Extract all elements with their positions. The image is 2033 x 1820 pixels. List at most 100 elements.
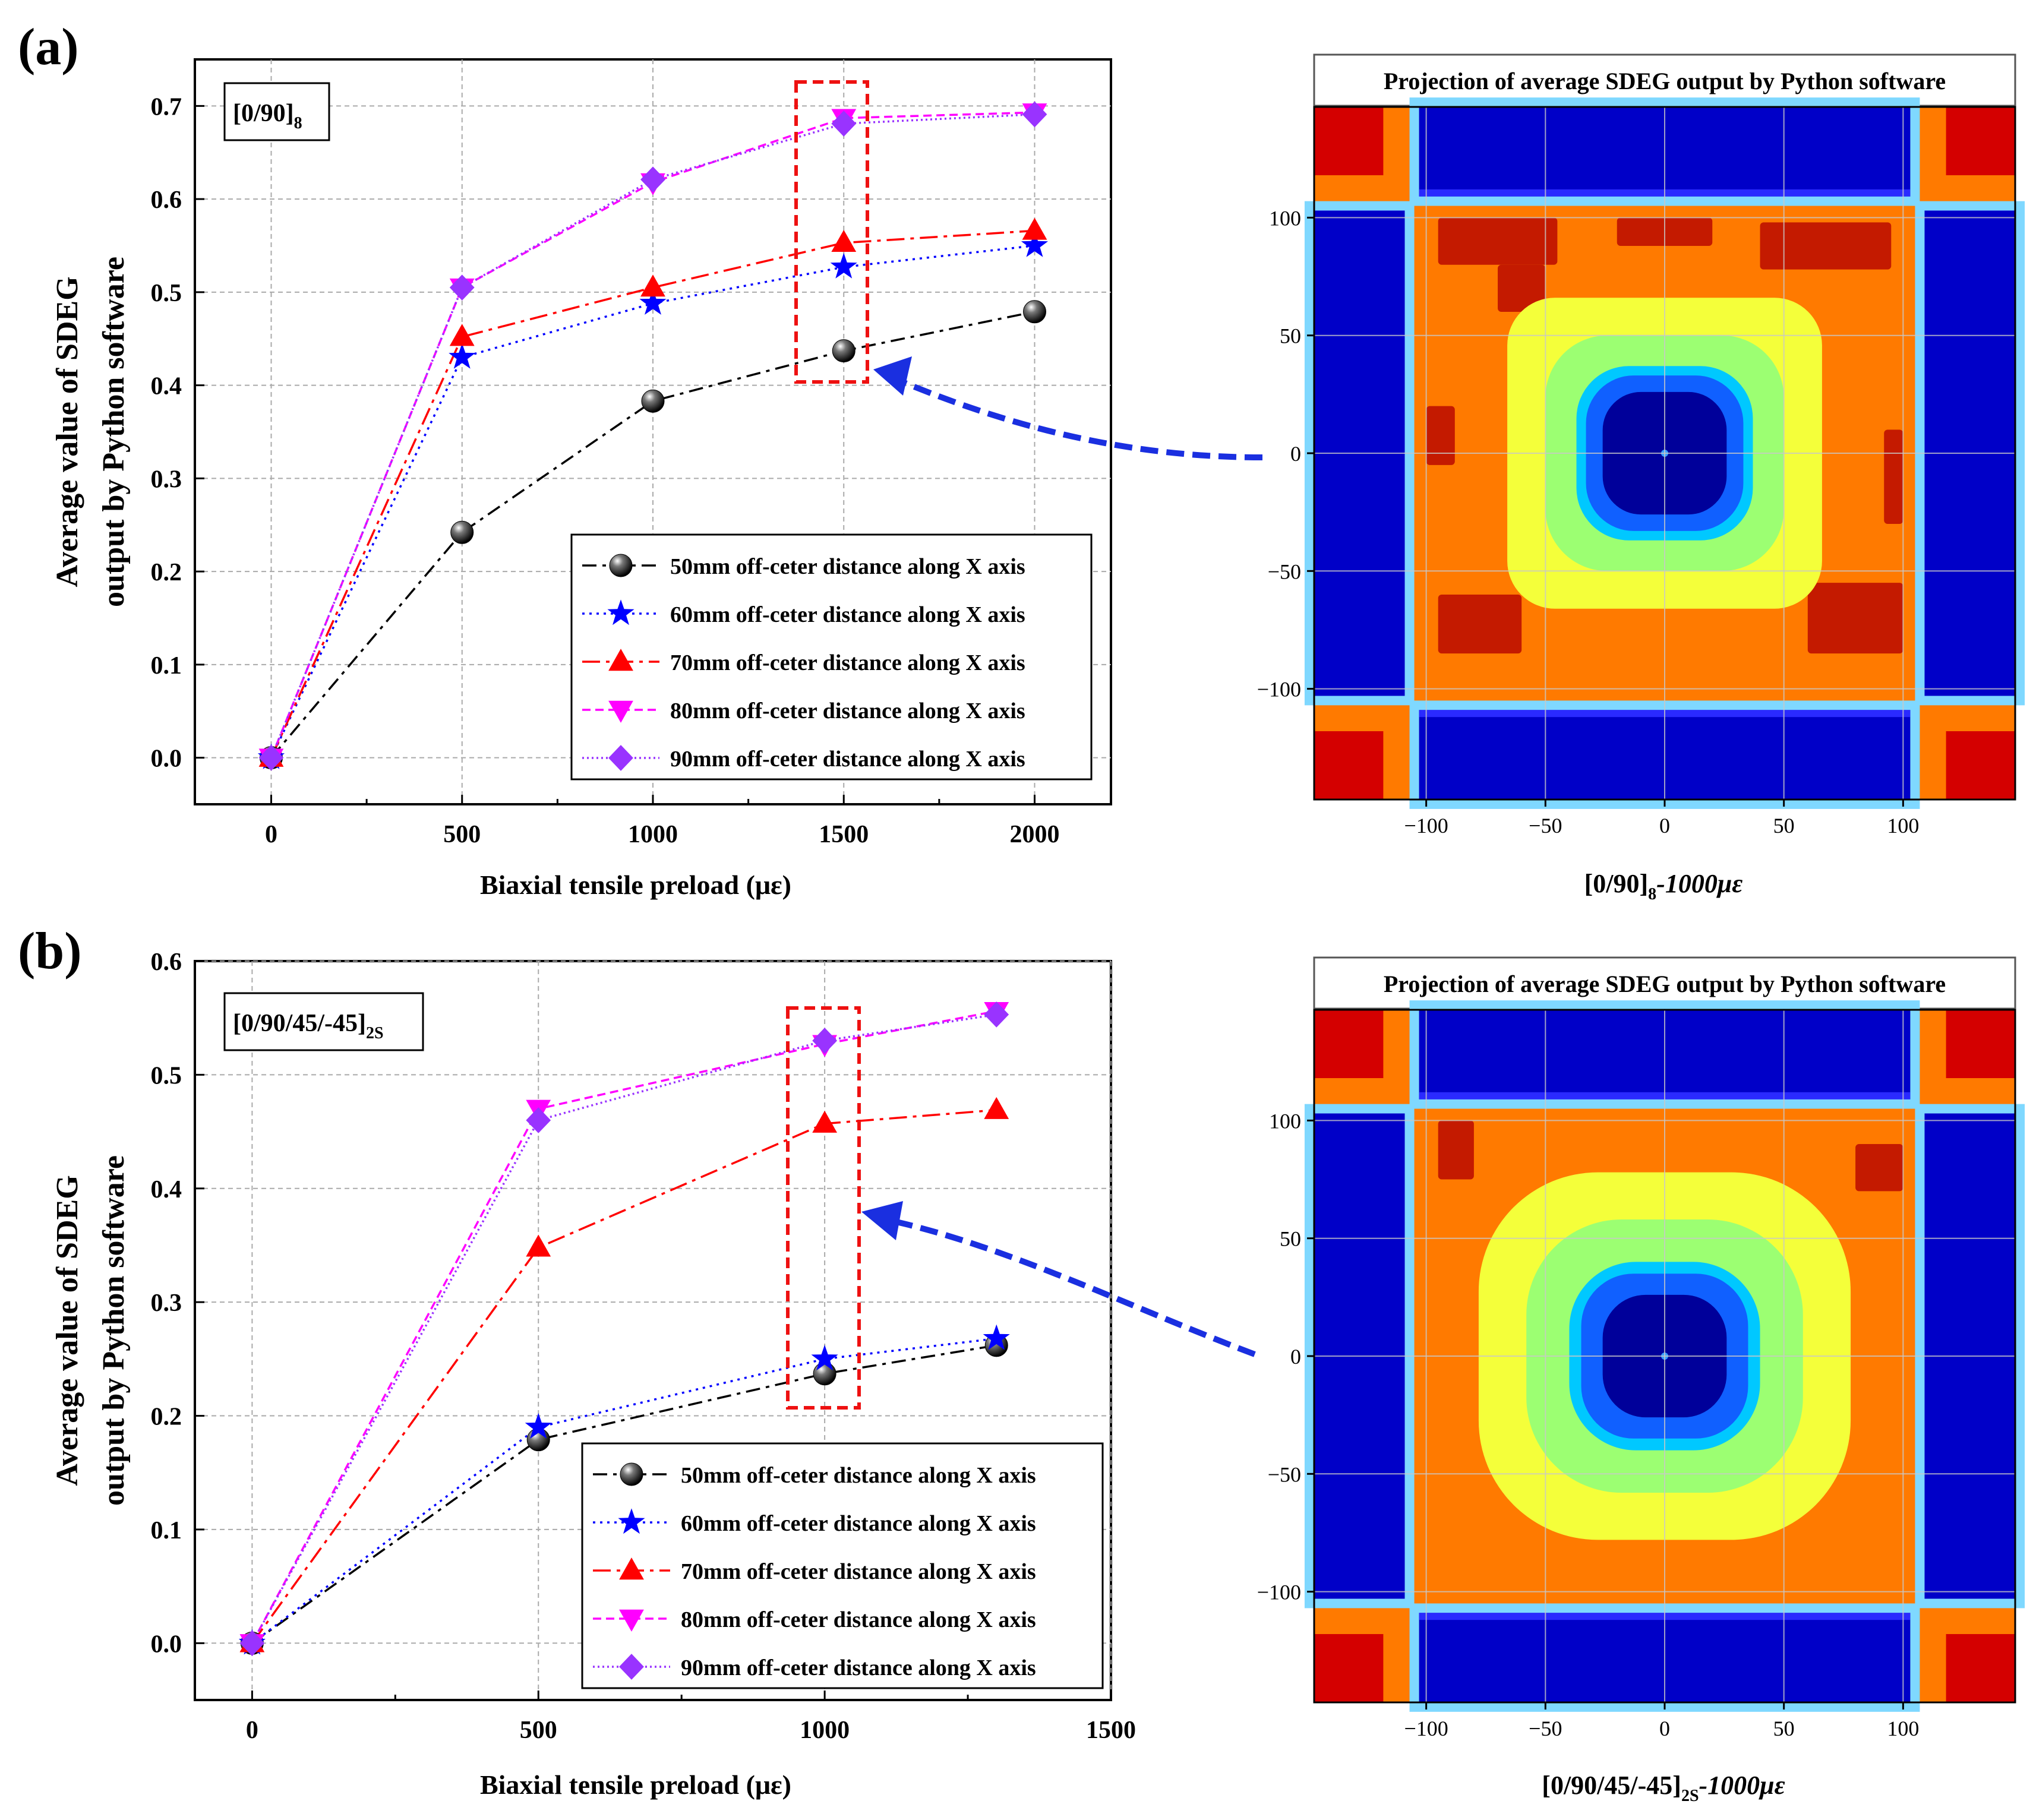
legend-entry-label: 90mm off-ceter distance along X axis [681, 1655, 1036, 1680]
y-tick-label: 0.5 [151, 280, 182, 307]
contour-y-tick-label: −100 [1257, 1581, 1301, 1604]
panel-b-label: (b) [18, 922, 82, 980]
legend-entry-label: 80mm off-ceter distance along X axis [670, 699, 1025, 723]
contour-dark-red-patch [1438, 1120, 1474, 1180]
panel-b-annotation-sub: 2S [366, 1024, 384, 1042]
panel-b-y-axis-label-line1: Average value of SDEG [50, 1175, 84, 1486]
panel-b-y-axis-label-line2: output by Python software [97, 1155, 131, 1506]
data-point-series-3 [831, 229, 857, 252]
y-tick-label: 0.5 [151, 1062, 182, 1089]
contour-x-tick-label: −50 [1529, 814, 1562, 838]
x-tick-label: 500 [520, 1717, 557, 1744]
panel-b-contour-field [1304, 1000, 2025, 1712]
panel-a-callout-arrowhead [873, 356, 912, 396]
legend-marker [619, 1654, 644, 1680]
data-point-series-3 [449, 324, 475, 346]
series-line-5 [270, 113, 1035, 759]
x-tick-label: 500 [443, 821, 481, 848]
panel-a-y-tick-labels: 0.0 0.1 0.2 0.3 0.4 0.5 0.6 0.7 [151, 93, 182, 772]
panel-b-annotation-text: [0/90/45/-45] [233, 1010, 366, 1037]
panel-a-callout-arrow [890, 374, 1263, 460]
data-point-series-2 [449, 343, 476, 369]
x-tick-label: 0 [265, 821, 277, 848]
x-tick-label: 1000 [800, 1717, 850, 1744]
panel-b-callout-arrow [890, 1218, 1256, 1357]
contour-y-tick-label: 50 [1280, 1227, 1301, 1251]
y-tick-label: 0.6 [151, 949, 182, 976]
contour-dark-red-patch [1498, 264, 1546, 312]
data-point-series-5 [526, 1107, 551, 1133]
contour-dark-red-patch [1438, 594, 1522, 654]
panel-a-x-axis-label: Biaxial tensile preload (με) [480, 870, 791, 900]
legend-entry-label: 70mm off-ceter distance along X axis [670, 650, 1025, 675]
panel-a-annotation-sub: 8 [294, 114, 302, 132]
y-tick-label: 0.6 [151, 187, 182, 214]
x-tick-label: 0 [246, 1717, 258, 1744]
panel-b-line-chart: 0.0 0.1 0.2 0.3 0.4 0.5 0.6 0 500 1000 1500 [0/90… [50, 949, 1136, 1800]
data-point-series-5 [812, 1028, 838, 1054]
panel-a-contour-map: Projection of average SDEG output by Pyt… [1257, 53, 2025, 903]
data-point-series-5 [1022, 101, 1047, 128]
x-tick-label: 1500 [1086, 1717, 1136, 1744]
contour-dark-red-patch [1884, 429, 1903, 524]
series-line-5 [251, 1013, 997, 1644]
panel-b-axis-ticks [195, 960, 1112, 1700]
contour-x-tick-label: 100 [1887, 814, 1919, 838]
data-point-series-2 [1021, 231, 1049, 257]
svg-text:[0/90]8: [0/90]8 [233, 100, 302, 132]
y-tick-label: 0.7 [151, 93, 182, 121]
data-point-series-3 [812, 1110, 838, 1133]
y-tick-label: 0.3 [151, 466, 182, 493]
legend-marker [618, 1508, 645, 1534]
contour-y-tick-label: 0 [1290, 442, 1301, 466]
panel-a-label: (a) [18, 18, 79, 76]
data-point-series-1 [1023, 300, 1046, 324]
panel-b-contour-title: Projection of average SDEG output by Pyt… [1384, 971, 1946, 997]
panel-a-contour-ticks: −100 −100 −50 −50 0 0 50 50 100 100 [1257, 206, 1920, 838]
data-point-series-3 [640, 274, 665, 297]
legend-marker [609, 554, 633, 577]
contour-y-tick-label: 0 [1290, 1345, 1301, 1369]
data-point-series-5 [831, 110, 857, 137]
data-point-series-1 [813, 1362, 836, 1386]
panel-b-legend: 50mm off-ceter distance along X axis 60mm… [581, 1442, 1104, 1689]
panel-a-contour-caption: [0/90]8-1000με [1584, 869, 1743, 903]
contour-dark-red-patch [1426, 406, 1455, 465]
contour-x-tick-label: 0 [1659, 1717, 1670, 1740]
contour-dark-red-patch [1855, 1144, 1903, 1192]
data-point-series-5 [239, 1630, 265, 1657]
y-tick-label: 0.0 [151, 745, 182, 773]
data-point-series-1 [450, 520, 474, 544]
panel-b-series-lines [251, 1010, 997, 1644]
y-tick-label: 0.4 [151, 373, 182, 400]
legend-marker [607, 599, 634, 625]
data-point-series-5 [258, 744, 284, 771]
contour-y-tick-label: −50 [1268, 1462, 1301, 1486]
panel-b-x-tick-labels: 0 500 1000 1500 [246, 1717, 1136, 1744]
data-point-series-2 [983, 1324, 1010, 1350]
series-line-3 [251, 1108, 997, 1644]
contour-dark-red-patch [1807, 583, 1903, 654]
panel-a-highlight-box [794, 80, 869, 384]
panel-a-y-axis-label-line1: Average value of SDEG [50, 276, 84, 587]
legend-marker [620, 1462, 643, 1486]
x-tick-label: 1000 [628, 821, 678, 848]
data-point-series-2 [525, 1413, 552, 1439]
y-tick-label: 0.3 [151, 1290, 182, 1317]
data-point-series-2 [830, 252, 857, 279]
panel-a-legend: 50mm off-ceter distance along X axis 60mm… [570, 533, 1093, 781]
contour-dark-red-patch [1760, 222, 1892, 270]
contour-x-tick-label: −50 [1529, 1717, 1562, 1740]
y-tick-label: 0.2 [151, 1404, 182, 1431]
contour-x-tick-label: 50 [1773, 814, 1795, 838]
panel-b-series-markers [238, 1001, 1010, 1657]
legend-entry-label: 60mm off-ceter distance along X axis [670, 602, 1025, 627]
y-tick-label: 0.1 [151, 1517, 182, 1544]
panel-a-x-tick-labels: 0 500 1000 1500 2000 [265, 821, 1060, 848]
legend-entry-label: 60mm off-ceter distance along X axis [681, 1511, 1036, 1536]
y-tick-label: 0.0 [151, 1631, 182, 1658]
legend-marker [619, 1557, 644, 1580]
panel-a-annotation-text: [0/90] [233, 100, 294, 127]
panel-a-line-chart: 0.0 0.1 0.2 0.3 0.4 0.5 0.6 0.7 0 500 1000 1500 200… [50, 58, 1112, 900]
